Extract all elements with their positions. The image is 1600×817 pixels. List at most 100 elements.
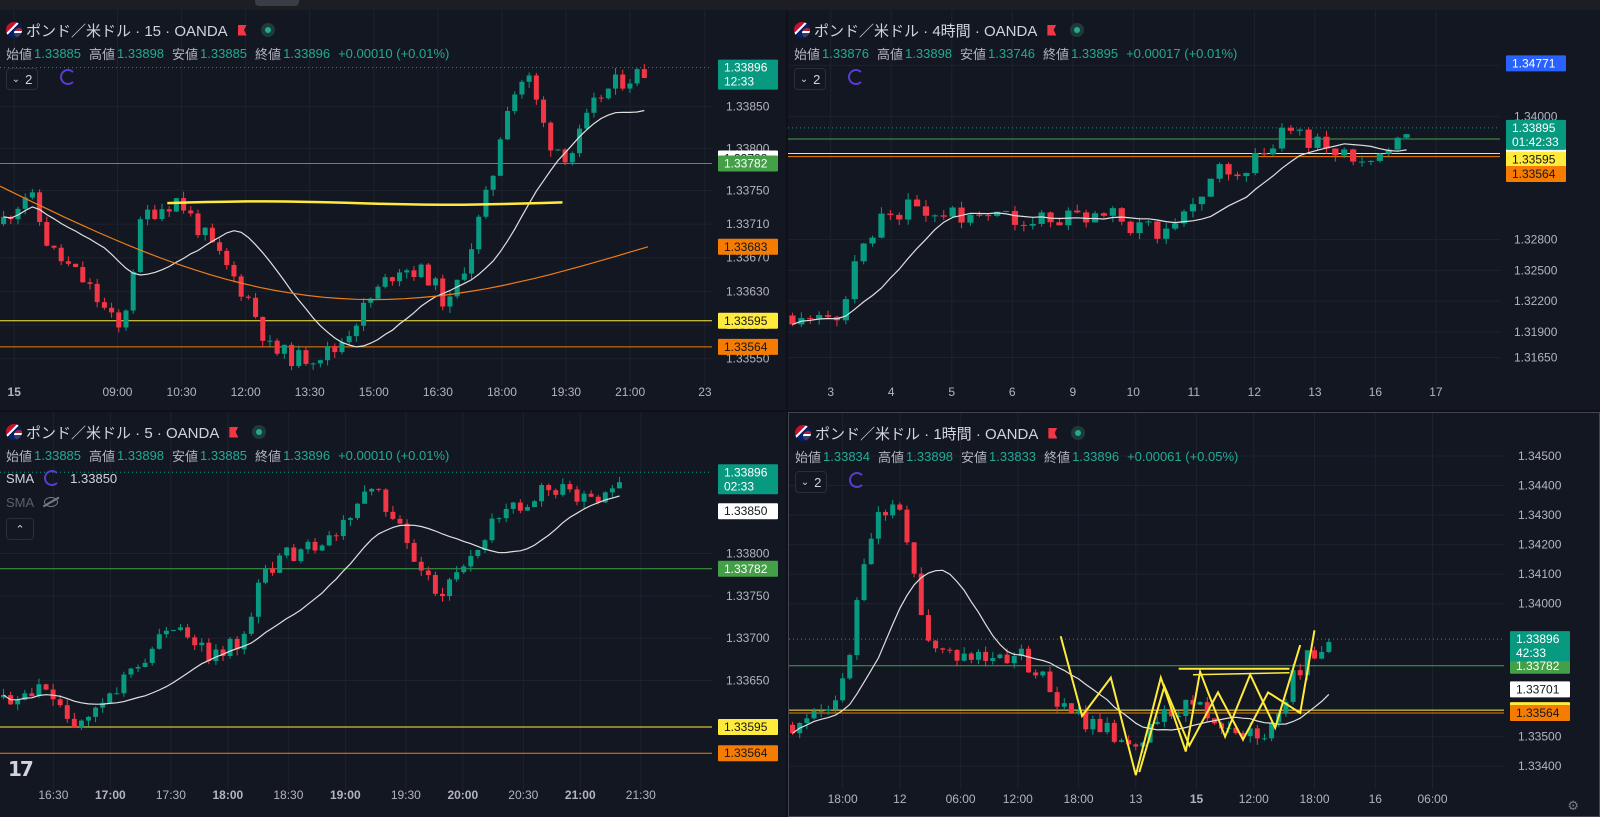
indicator-count: 2 <box>25 71 33 87</box>
candle-body <box>904 509 910 543</box>
candle-body <box>1038 212 1045 224</box>
candle-body <box>851 261 858 300</box>
symbol-title[interactable]: ポンド／米ドル · 5 · OANDA <box>26 424 220 442</box>
time-tick-label: 12:00 <box>1003 792 1033 806</box>
indicators-toggle-button[interactable]: ⌄ 2 <box>795 471 827 493</box>
candle-body <box>114 693 120 695</box>
sma-line <box>3 109 645 348</box>
candlestick-chart-5m[interactable]: 1.33800 1.33750 1.33700 1.33650 1.33850 1.337… <box>0 412 786 817</box>
candle-body <box>130 271 136 311</box>
chart-pane-1h[interactable]: 1.34500 1.34400 1.34300 1.34200 1.34100 1.340… <box>788 412 1600 817</box>
candle-body <box>362 491 368 504</box>
chart-legend: ポンド／米ドル · 1時間 · OANDA 始値 1.33834 高値 1.3389… <box>795 421 1238 493</box>
chart-pane-15m[interactable]: 1.33850 1.33800 1.33750 1.33710 1.33670 1.336… <box>0 10 786 410</box>
candle-body <box>878 213 885 238</box>
candle-body <box>524 507 530 511</box>
price-axis: 1.33800 1.33750 1.33700 1.33650 1.33850 1.337… <box>718 464 778 762</box>
candlestick-chart-15m[interactable]: 1.338501.338001.337501.337101.336701.336… <box>0 10 786 410</box>
candle-body <box>274 340 280 354</box>
sync-icon[interactable] <box>848 69 865 86</box>
candle-body <box>418 264 424 277</box>
candle-body <box>1011 656 1017 664</box>
candlestick-chart-1h[interactable]: 1.34500 1.34400 1.34300 1.34200 1.34100 1.340… <box>789 413 1599 816</box>
candle-body <box>382 277 388 287</box>
candle-body <box>107 693 113 703</box>
time-tick-label: 09:00 <box>102 385 132 399</box>
candle-body <box>1358 161 1366 163</box>
candle-body <box>267 340 273 342</box>
candle-body <box>332 346 338 353</box>
sma-legend-row[interactable]: SMA 1.33850 <box>6 466 449 490</box>
collapse-legend-button[interactable]: ⌃ <box>6 518 34 540</box>
candle-body <box>824 315 832 317</box>
market-open-icon[interactable] <box>1071 426 1086 440</box>
candle-body <box>1118 208 1125 222</box>
candle-body <box>1287 127 1294 131</box>
close-value: 1.33895 <box>1071 45 1119 61</box>
time-tick-label: 20:00 <box>447 788 478 802</box>
candle-body <box>270 568 276 573</box>
symbol-title[interactable]: ポンド／米ドル · 4時間 · OANDA <box>814 22 1038 40</box>
time-tick-label: 18:00 <box>828 792 858 806</box>
candle-body <box>994 211 1001 216</box>
candle-body <box>1161 708 1167 722</box>
indicators-toggle-button[interactable]: ⌄ 2 <box>794 68 826 90</box>
candle-body <box>57 699 63 706</box>
candle-body <box>298 549 304 562</box>
chart-pane-5m[interactable]: 1.33800 1.33750 1.33700 1.33650 1.33850 1.337… <box>0 412 786 817</box>
high-label: 高値 <box>89 46 116 62</box>
market-open-icon[interactable] <box>252 425 267 439</box>
sync-icon[interactable] <box>44 470 61 486</box>
candle-body <box>584 112 590 129</box>
price-tick-label: 1.33400 <box>1518 759 1562 773</box>
candle-body <box>346 336 352 343</box>
candle-body <box>439 593 445 597</box>
low-value: 1.33885 <box>200 45 248 61</box>
candle-body <box>389 277 395 282</box>
symbol-title[interactable]: ポンド／米ドル · 1時間 · OANDA <box>815 425 1039 443</box>
chart-pane-4h[interactable]: 1.345001.340001.328001.325001.322001.319… <box>788 10 1600 410</box>
candle-body <box>990 658 996 661</box>
candle-body <box>425 264 431 286</box>
time-tick-label: 12:00 <box>1239 792 1269 806</box>
time-tick-label: 5 <box>948 385 955 399</box>
sync-icon[interactable] <box>849 472 866 489</box>
gear-icon[interactable]: ⚙ <box>1567 798 1579 813</box>
candle-body <box>1111 722 1117 742</box>
market-open-icon[interactable] <box>260 23 275 37</box>
candle-body <box>185 627 191 638</box>
market-flag-icon[interactable] <box>229 426 239 438</box>
time-tick-label: 11 <box>1188 385 1201 399</box>
time-tick-label: 10 <box>1127 385 1141 399</box>
candle-body <box>121 674 127 694</box>
sync-icon[interactable] <box>60 69 77 86</box>
time-tick-label: 21:30 <box>626 788 656 802</box>
eye-off-icon[interactable] <box>44 497 59 507</box>
candle-body <box>581 493 587 502</box>
candle-body <box>1083 711 1089 730</box>
candle-body <box>73 263 79 268</box>
market-flag-icon[interactable] <box>1048 427 1058 439</box>
candlestick-chart-4h[interactable]: 1.345001.340001.328001.325001.322001.319… <box>788 10 1600 410</box>
indicators-toggle-button[interactable]: ⌄ 2 <box>6 68 38 90</box>
time-tick-label: 16 <box>1369 385 1383 399</box>
market-open-icon[interactable] <box>1070 23 1085 37</box>
candle-body <box>181 198 187 211</box>
tab-handle[interactable] <box>255 0 299 6</box>
tradingview-logo[interactable]: 17 <box>8 757 34 781</box>
candle-body <box>1026 648 1032 673</box>
candle-body <box>1305 129 1312 148</box>
time-tick-label: 19:30 <box>551 385 581 399</box>
candle-body <box>976 214 983 216</box>
low-label: 安値 <box>960 46 987 62</box>
candle-body <box>170 629 176 631</box>
candle-body <box>1176 715 1182 717</box>
candle-body <box>15 699 21 705</box>
market-flag-icon[interactable] <box>1047 24 1057 36</box>
grid-lines <box>0 412 712 790</box>
market-flag-icon[interactable] <box>237 24 247 36</box>
symbol-title[interactable]: ポンド／米ドル · 15 · OANDA <box>26 22 228 40</box>
candle-body <box>22 693 28 700</box>
sma-hidden-row[interactable]: SMA <box>6 490 449 514</box>
price-tick-label: 1.33500 <box>1518 730 1562 744</box>
